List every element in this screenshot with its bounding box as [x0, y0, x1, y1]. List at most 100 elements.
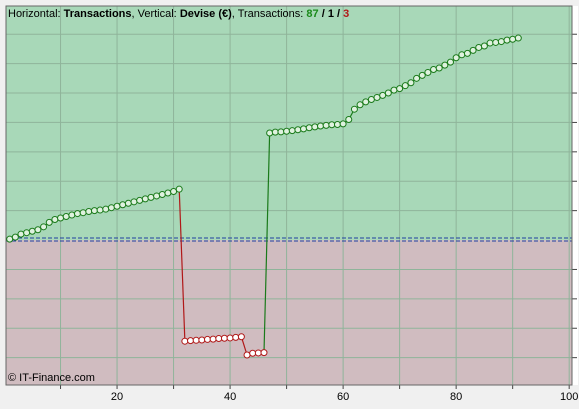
point — [198, 336, 206, 344]
point — [260, 349, 268, 357]
point — [294, 126, 302, 134]
point — [350, 105, 358, 113]
point — [187, 337, 195, 345]
point — [6, 235, 14, 243]
point — [384, 89, 392, 97]
point — [266, 129, 274, 137]
point — [277, 128, 285, 136]
point — [486, 39, 494, 47]
caption-part: / — [322, 8, 325, 20]
point — [68, 211, 76, 219]
point — [40, 223, 48, 231]
point — [452, 54, 460, 62]
point — [362, 98, 370, 106]
point — [401, 82, 409, 90]
point — [492, 38, 500, 46]
point — [283, 127, 291, 135]
point — [57, 214, 65, 222]
point — [136, 196, 144, 204]
even: 1 — [328, 8, 334, 20]
point — [339, 120, 347, 128]
point — [62, 213, 70, 221]
point — [367, 96, 375, 104]
point — [209, 335, 217, 343]
plot-area — [5, 5, 578, 389]
point — [28, 227, 36, 235]
caption-part: , Transactions: — [232, 8, 304, 20]
point — [130, 198, 138, 206]
point — [430, 66, 438, 74]
point — [147, 193, 155, 201]
point — [458, 51, 466, 59]
point — [51, 215, 59, 223]
point — [407, 79, 415, 87]
point — [11, 233, 19, 241]
point — [317, 122, 325, 130]
point — [45, 218, 53, 226]
point — [396, 85, 404, 93]
caption-part: / — [337, 8, 340, 20]
x-tick-label: 80 — [450, 391, 462, 403]
wins: 87 — [306, 8, 318, 20]
point — [164, 189, 172, 197]
point — [79, 209, 87, 217]
point — [514, 34, 522, 42]
point — [469, 46, 477, 54]
point — [107, 204, 115, 212]
point — [73, 210, 81, 218]
point — [373, 93, 381, 101]
point — [181, 337, 189, 345]
point — [441, 61, 449, 69]
point — [288, 127, 296, 135]
point — [345, 115, 353, 123]
point — [175, 185, 183, 193]
point — [463, 49, 471, 57]
watermark: © IT-Finance.com — [8, 372, 95, 384]
point — [17, 230, 25, 238]
point — [90, 207, 98, 215]
point — [413, 74, 421, 82]
point — [446, 58, 454, 66]
x-tick-label: 100 — [560, 391, 578, 403]
point — [220, 334, 228, 342]
point — [379, 91, 387, 99]
point — [232, 333, 240, 341]
point — [119, 201, 127, 209]
point — [23, 229, 31, 237]
point — [102, 205, 110, 213]
point — [170, 188, 178, 196]
caption-part: Horizontal: — [8, 8, 61, 20]
point — [300, 125, 308, 133]
point — [153, 192, 161, 200]
point — [497, 38, 505, 46]
point — [509, 35, 517, 43]
point — [328, 121, 336, 129]
point — [356, 101, 364, 109]
point — [96, 206, 104, 214]
point — [226, 334, 234, 342]
point — [480, 42, 488, 50]
point — [311, 123, 319, 131]
point — [113, 202, 121, 210]
caption-part: , Vertical: — [132, 8, 177, 20]
point — [237, 333, 245, 341]
point — [34, 226, 42, 234]
point — [141, 195, 149, 203]
negative-zone — [6, 240, 572, 385]
right-strip — [572, 6, 578, 385]
point — [249, 349, 257, 357]
x-tick-label: 20 — [111, 391, 123, 403]
segment — [178, 189, 186, 342]
segment — [263, 133, 271, 353]
point — [124, 199, 132, 207]
point — [215, 335, 223, 343]
y-label: Devise (€) — [180, 8, 232, 20]
point — [243, 351, 251, 359]
x-tick-label: 40 — [224, 391, 236, 403]
point — [424, 68, 432, 76]
x-label: Transactions — [64, 8, 132, 20]
plot-border — [5, 5, 573, 386]
point — [322, 121, 330, 129]
point — [254, 349, 262, 357]
